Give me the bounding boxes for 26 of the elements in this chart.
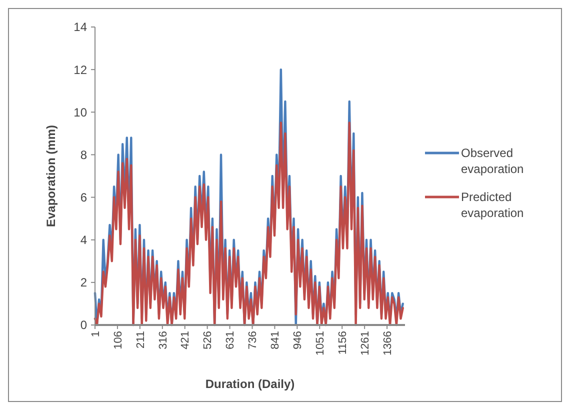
y-tick-label: 8 bbox=[80, 148, 88, 162]
x-tick-label: 526 bbox=[202, 331, 214, 350]
x-axis-title: Duration (Daily) bbox=[205, 377, 295, 391]
x-tick-label: 211 bbox=[134, 331, 147, 349]
x-tick-label: 841 bbox=[270, 331, 282, 350]
y-axis-title: Evaporation (mm) bbox=[44, 124, 58, 228]
y-tick-label: 0 bbox=[80, 318, 88, 332]
x-tick-label: 421 bbox=[180, 331, 192, 350]
y-tick-label: 12 bbox=[74, 62, 88, 77]
y-tick-label: 10 bbox=[74, 105, 88, 120]
x-tick-label: 1051 bbox=[314, 331, 326, 356]
x-tick-label: 1261 bbox=[359, 331, 372, 356]
x-tick-label: 106 bbox=[112, 331, 124, 350]
y-tick-label: 4 bbox=[80, 233, 88, 248]
x-tick-label: 1366 bbox=[382, 331, 394, 356]
x-tick-label: 1156 bbox=[336, 331, 349, 355]
y-tick-label: 14 bbox=[74, 20, 88, 34]
x-tick-label: 631 bbox=[224, 331, 237, 350]
legend-label: Predicted evaporation bbox=[461, 190, 524, 220]
x-tick-label: 946 bbox=[292, 331, 304, 350]
legend-label: Observed evaporation bbox=[461, 146, 524, 176]
x-tick-label: 736 bbox=[247, 331, 260, 350]
y-tick-label: 2 bbox=[80, 276, 88, 290]
y-tick-label: 6 bbox=[80, 190, 88, 204]
x-tick-label: 1 bbox=[90, 331, 102, 338]
x-tick-label: 316 bbox=[157, 331, 170, 350]
